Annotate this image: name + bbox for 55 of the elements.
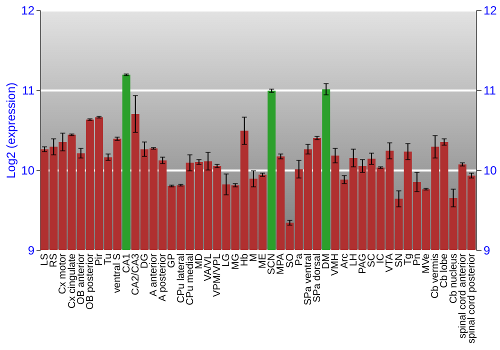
x-tick-label: Pir — [94, 252, 106, 266]
x-tick-label: Cb lobe — [439, 253, 450, 288]
x-tick-label: VTA — [384, 253, 396, 272]
x-tick-label: VPM/VPL — [212, 253, 224, 297]
x-tick-label: Pa — [294, 253, 305, 266]
x-tick-label: Cx motor — [58, 252, 69, 294]
x-tick-label: DG — [139, 253, 150, 268]
x-tick-label: MD — [194, 254, 205, 270]
x-tick-label: SO — [284, 253, 296, 268]
x-tick-label: CA1 — [121, 253, 132, 273]
x-tick-label: LS — [40, 253, 51, 266]
x-tick-label: A posterior — [158, 252, 169, 302]
x-tick-label: MPA — [276, 253, 287, 274]
x-tick-label: A anterior — [148, 252, 160, 296]
x-tick-label: MG — [230, 253, 242, 270]
x-tick-label: Hb — [239, 253, 250, 266]
x-tick-label: Cx cingulate — [66, 253, 78, 309]
y-tick-label: 11 — [22, 84, 35, 98]
x-tick-label: SN — [394, 254, 405, 268]
x-tick-label: MVe — [421, 253, 432, 274]
x-tick-label: Tu — [103, 254, 114, 265]
x-tick-label: SPa ventral — [302, 254, 314, 306]
y-axis-title: Log2 (expression) — [4, 82, 18, 179]
x-tick-label: OB anterior — [76, 252, 87, 305]
x-tick-label: PAG — [357, 253, 368, 274]
x-tick-label: ventral S — [112, 253, 124, 293]
x-tick-label: GP — [166, 253, 178, 268]
x-tick-label: VMH — [330, 254, 342, 276]
x-tick-label: spinal cord anterior — [457, 252, 468, 339]
x-tick-label: IC — [376, 254, 387, 264]
x-tick-label: CPu medial — [184, 254, 196, 306]
y2-tick-label: 10 — [484, 164, 498, 178]
x-tick-label: LG — [221, 253, 232, 267]
x-tick-label: SPa dorsal — [312, 254, 324, 302]
y-tick-label: 12 — [21, 4, 35, 18]
y-tick-label: 9 — [28, 244, 35, 258]
x-tick-label: Pn — [412, 254, 423, 266]
y2-tick-label: 11 — [484, 84, 496, 98]
x-tick-label: CA2/CA3 — [130, 253, 142, 296]
x-tick-label: LH — [348, 254, 360, 266]
y2-tick-label: 12 — [484, 4, 498, 18]
x-tick-label: ME — [258, 253, 269, 268]
y-tick-label: 10 — [21, 164, 35, 178]
x-tick-label: RS — [48, 253, 60, 268]
x-tick-label: Tg — [402, 254, 414, 266]
x-tick-label: M — [248, 254, 260, 262]
x-tick-label: Cb nucleus — [448, 254, 460, 304]
x-tick-label: SCN — [266, 254, 278, 275]
y2-tick-label: 9 — [484, 244, 490, 258]
x-tick-label: spinal cord posterior — [466, 252, 478, 344]
x-tick-label: SC — [366, 254, 378, 268]
x-tick-label: DM — [321, 254, 332, 270]
x-tick-label: CPu lateral — [176, 254, 187, 303]
x-tick-label: Arc — [339, 254, 350, 268]
x-tick-label: OB posterior — [84, 252, 96, 310]
